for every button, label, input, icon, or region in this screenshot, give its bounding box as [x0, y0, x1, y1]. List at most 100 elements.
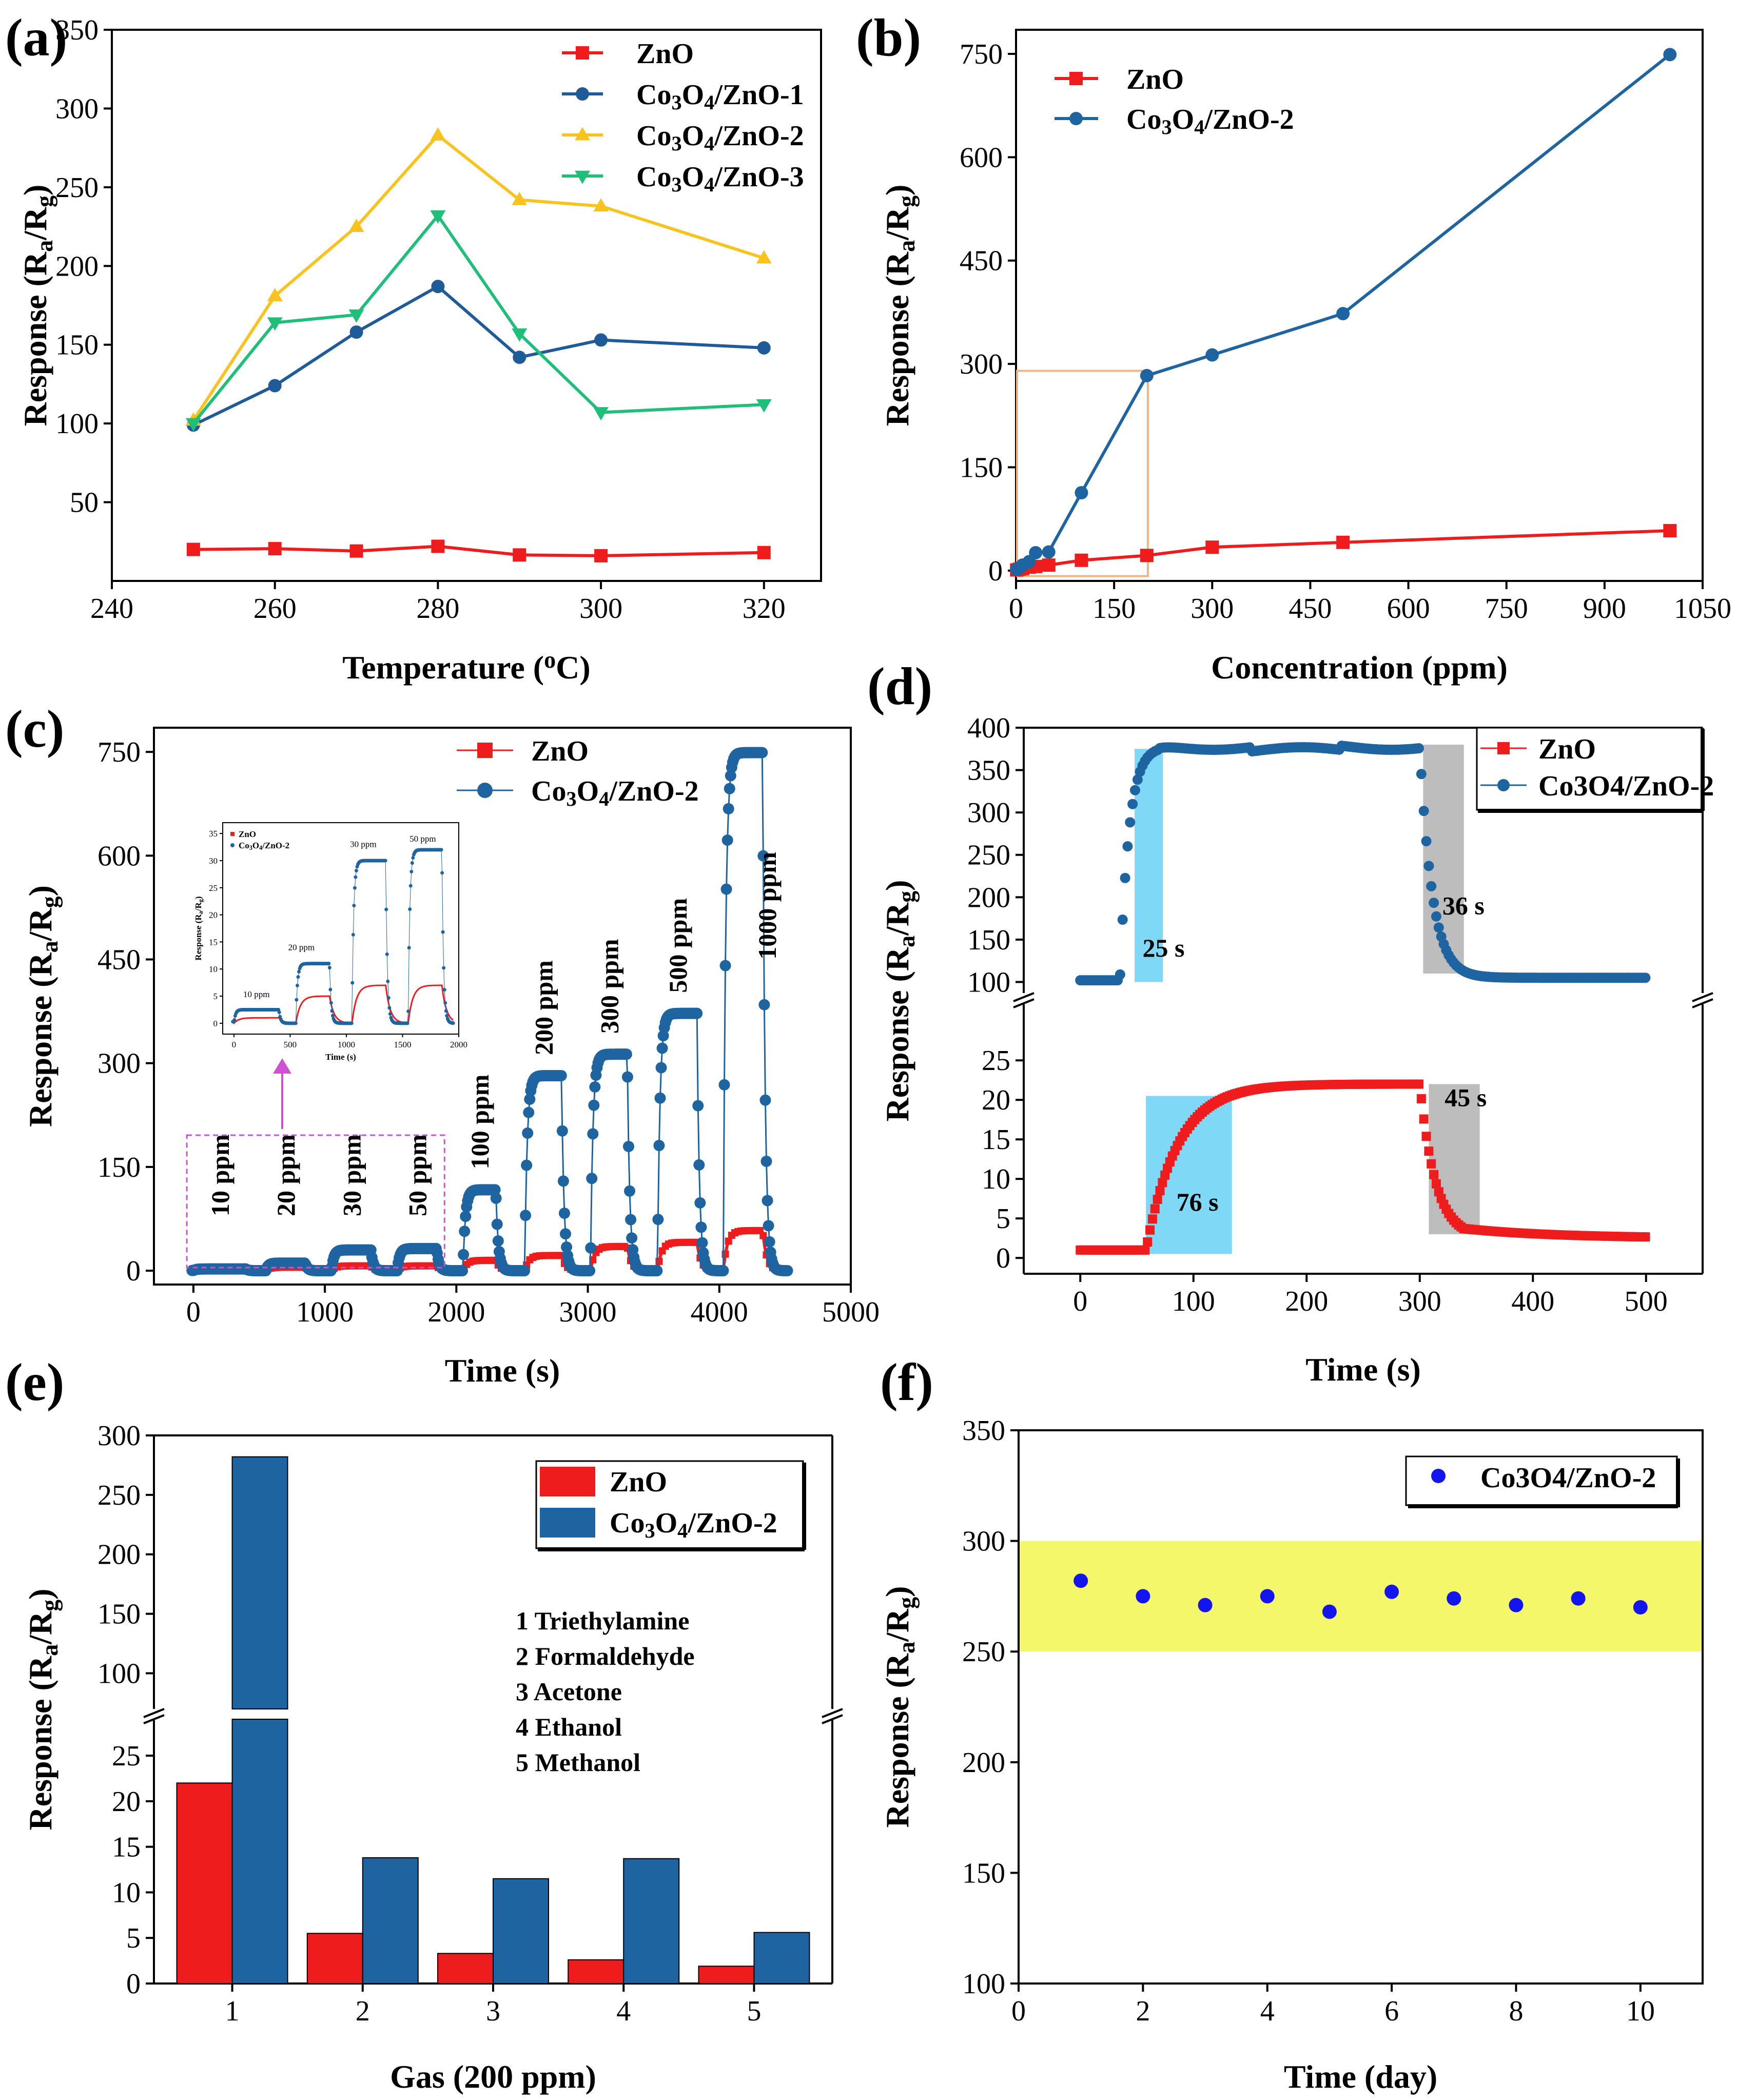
- legend-label-part: ZnO: [610, 1466, 667, 1498]
- y-tick-label: 300: [962, 1526, 1005, 1558]
- inset-data-point: [354, 875, 358, 879]
- inset-data-point: [388, 1012, 392, 1016]
- data-point: [492, 1235, 504, 1247]
- data-point: [1336, 307, 1350, 321]
- data-point: [1421, 1132, 1431, 1141]
- data-point: [782, 1265, 793, 1277]
- data-point: [459, 1226, 471, 1237]
- bar: [698, 1966, 755, 1984]
- legend-marker: [1069, 72, 1083, 85]
- legend-label: ZnO: [636, 38, 694, 70]
- pulse-label: 300 ppm: [595, 939, 624, 1034]
- y-tick-label: 750: [960, 38, 1003, 70]
- data-point: [589, 1081, 601, 1093]
- inset-pulse-label: 20 ppm: [288, 942, 315, 952]
- y-tick-label: 200: [55, 250, 99, 282]
- x-tick-label: 1: [225, 1995, 240, 2027]
- data-point: [1127, 799, 1138, 809]
- data-point: [349, 325, 363, 339]
- data-point: [594, 549, 608, 562]
- y-tick-label: 50: [70, 487, 99, 519]
- data-point: [513, 548, 526, 562]
- y-tick-label: 600: [97, 840, 141, 872]
- data-point: [513, 351, 526, 364]
- plot-frame: [1015, 29, 1704, 582]
- x-tick-label: 0: [1009, 593, 1023, 625]
- inset-data-point: [443, 1001, 447, 1005]
- inset-data-point: [351, 932, 355, 937]
- x-tick-label: 1050: [1674, 593, 1731, 625]
- data-point: [721, 834, 733, 846]
- data-point: [1322, 1604, 1337, 1619]
- response-time-label: 36 s: [1442, 891, 1485, 920]
- y-tick-label: 250: [967, 840, 1010, 871]
- inset-data-point: [385, 952, 389, 956]
- legend-marker: [477, 783, 493, 798]
- legend-marker: [1069, 112, 1083, 125]
- inset-legend-label: Co3O4/ZnO-2: [239, 841, 289, 851]
- data-point: [759, 1094, 771, 1106]
- legend-label-part: 4: [599, 787, 609, 810]
- legend-label: ZnO: [610, 1466, 667, 1498]
- y-axis-title-part: /R: [17, 207, 53, 241]
- y-tick-label: 0: [988, 555, 1003, 587]
- data-point: [760, 1155, 772, 1167]
- pulse-label: 100 ppm: [465, 1075, 494, 1170]
- x-axis-title: Gas (200 ppm): [390, 2058, 596, 2095]
- panel-label: (d): [867, 657, 932, 716]
- stability-band: [1019, 1541, 1703, 1652]
- data-point: [460, 1211, 472, 1222]
- data-point: [1641, 1232, 1650, 1242]
- legend-label-part: O: [655, 1507, 678, 1539]
- y-axis-title-part: Response (R: [879, 251, 915, 426]
- panel-label: (e): [5, 1353, 64, 1412]
- series-Co3O4/ZnO-2: Co3O4/ZnO-2: [185, 120, 804, 426]
- inset-data-point: [451, 1021, 455, 1025]
- panel-label: (f): [880, 1353, 933, 1412]
- data-point: [1571, 1591, 1586, 1606]
- data-point: [756, 399, 772, 413]
- data-point: [491, 1218, 503, 1230]
- data-point: [1423, 861, 1434, 871]
- legend-label-part: /ZnO-2: [609, 775, 698, 807]
- data-point: [490, 1192, 502, 1204]
- panel-label: (c): [5, 699, 64, 759]
- legend-label-part: Co: [636, 161, 671, 193]
- gas-list-item: 3 Acetone: [516, 1677, 622, 1706]
- inset-data-point: [349, 1021, 354, 1025]
- data-point: [1129, 785, 1140, 795]
- y-tick-label: 350: [55, 14, 99, 46]
- data-point: [1115, 969, 1125, 980]
- data-point: [593, 198, 609, 212]
- data-point: [691, 1007, 703, 1019]
- inset-y-tick-label: 20: [209, 910, 218, 920]
- x-tick-label: 450: [1289, 593, 1332, 625]
- pulse-label: 20 ppm: [271, 1134, 300, 1216]
- data-point: [762, 1195, 773, 1207]
- y-tick-label: 300: [960, 348, 1003, 380]
- y-axis-title-part: ): [22, 1589, 58, 1600]
- inset-data-point: [383, 859, 387, 863]
- y-tick-label: 150: [960, 452, 1003, 483]
- data-point: [585, 1242, 597, 1254]
- inset-y-axis-title-part: g: [197, 899, 204, 902]
- y-tick-label: 350: [962, 1415, 1005, 1447]
- inset-y-axis-title-part: a: [197, 911, 204, 914]
- data-point: [757, 546, 771, 559]
- data-point: [654, 1092, 666, 1104]
- series-Co3O4/ZnO-2: Co3O4/ZnO-2: [1010, 48, 1677, 576]
- legend-marker: [1497, 742, 1510, 754]
- data-point: [1122, 841, 1133, 852]
- series-Co3O4/ZnO-3: Co3O4/ZnO-3: [185, 161, 804, 432]
- inset-y-axis-title-part: Response (R: [193, 914, 203, 961]
- series-ZnO: [176, 1782, 755, 1985]
- legend-label-part: /ZnO-3: [714, 161, 804, 193]
- series-Co3O4/ZnO-2: [1075, 741, 1651, 986]
- legend-label-part: Co: [636, 120, 671, 152]
- data-point: [1158, 1178, 1167, 1188]
- inset-data-point: [439, 848, 443, 852]
- series-line: [192, 284, 764, 426]
- panel-f: (f) 0 2 4 6 8 10 100 150 200 250 300 350 Time (day) Re…: [879, 1353, 1704, 2095]
- plot-frame: [153, 727, 852, 1286]
- legend-label-part: 4: [677, 1519, 688, 1542]
